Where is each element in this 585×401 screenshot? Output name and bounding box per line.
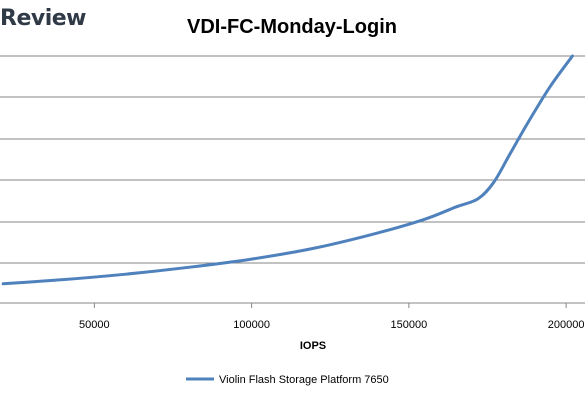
legend-label: Violin Flash Storage Platform 7650 — [219, 374, 389, 386]
x-tick-label: 200000 — [548, 319, 585, 331]
x-ticks: 50000 100000 150000 200000 — [79, 303, 584, 331]
legend: Violin Flash Storage Platform 7650 — [186, 374, 389, 386]
x-tick-label: 100000 — [233, 319, 270, 331]
brand-logo: Review — [0, 6, 87, 31]
series-group — [1, 54, 574, 286]
gridlines — [0, 55, 585, 264]
x-tick-label: 50000 — [79, 319, 110, 331]
series-line — [1, 54, 574, 286]
x-tick-label: 150000 — [391, 319, 428, 331]
x-axis-label: IOPS — [300, 340, 326, 352]
chart-title: VDI-FC-Monday-Login — [187, 16, 397, 38]
